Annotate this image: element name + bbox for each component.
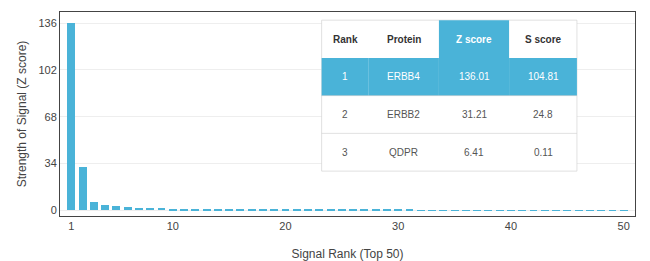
svg-text:1: 1 (68, 220, 74, 232)
svg-text:Rank: Rank (333, 34, 358, 45)
svg-text:Z score: Z score (456, 34, 492, 45)
svg-text:10: 10 (167, 220, 179, 232)
svg-text:Signal Rank (Top 50): Signal Rank (Top 50) (291, 247, 403, 261)
svg-text:104.81: 104.81 (528, 71, 559, 82)
svg-text:2: 2 (342, 109, 348, 120)
svg-text:Protein: Protein (387, 34, 421, 45)
svg-text:68: 68 (45, 111, 57, 123)
svg-text:0.11: 0.11 (534, 147, 553, 158)
svg-text:40: 40 (505, 220, 517, 232)
svg-text:30: 30 (392, 220, 404, 232)
svg-text:3: 3 (342, 147, 348, 158)
svg-text:50: 50 (618, 220, 630, 232)
svg-text:34: 34 (45, 157, 57, 169)
svg-text:0: 0 (51, 204, 57, 216)
svg-text:20: 20 (279, 220, 291, 232)
svg-text:136.01: 136.01 (459, 71, 490, 82)
svg-text:ERBB4: ERBB4 (387, 71, 420, 82)
svg-text:1: 1 (342, 71, 348, 82)
svg-text:6.41: 6.41 (464, 147, 484, 158)
svg-text:136: 136 (38, 17, 56, 29)
svg-text:ERBB2: ERBB2 (387, 109, 420, 120)
svg-text:102: 102 (38, 64, 56, 76)
svg-text:31.21: 31.21 (462, 109, 487, 120)
svg-text:Strength of Signal (Z score): Strength of Signal (Z score) (15, 41, 29, 188)
svg-text:24.8: 24.8 (533, 109, 553, 120)
svg-text:QDPR: QDPR (389, 147, 418, 158)
svg-text:S score: S score (525, 34, 562, 45)
